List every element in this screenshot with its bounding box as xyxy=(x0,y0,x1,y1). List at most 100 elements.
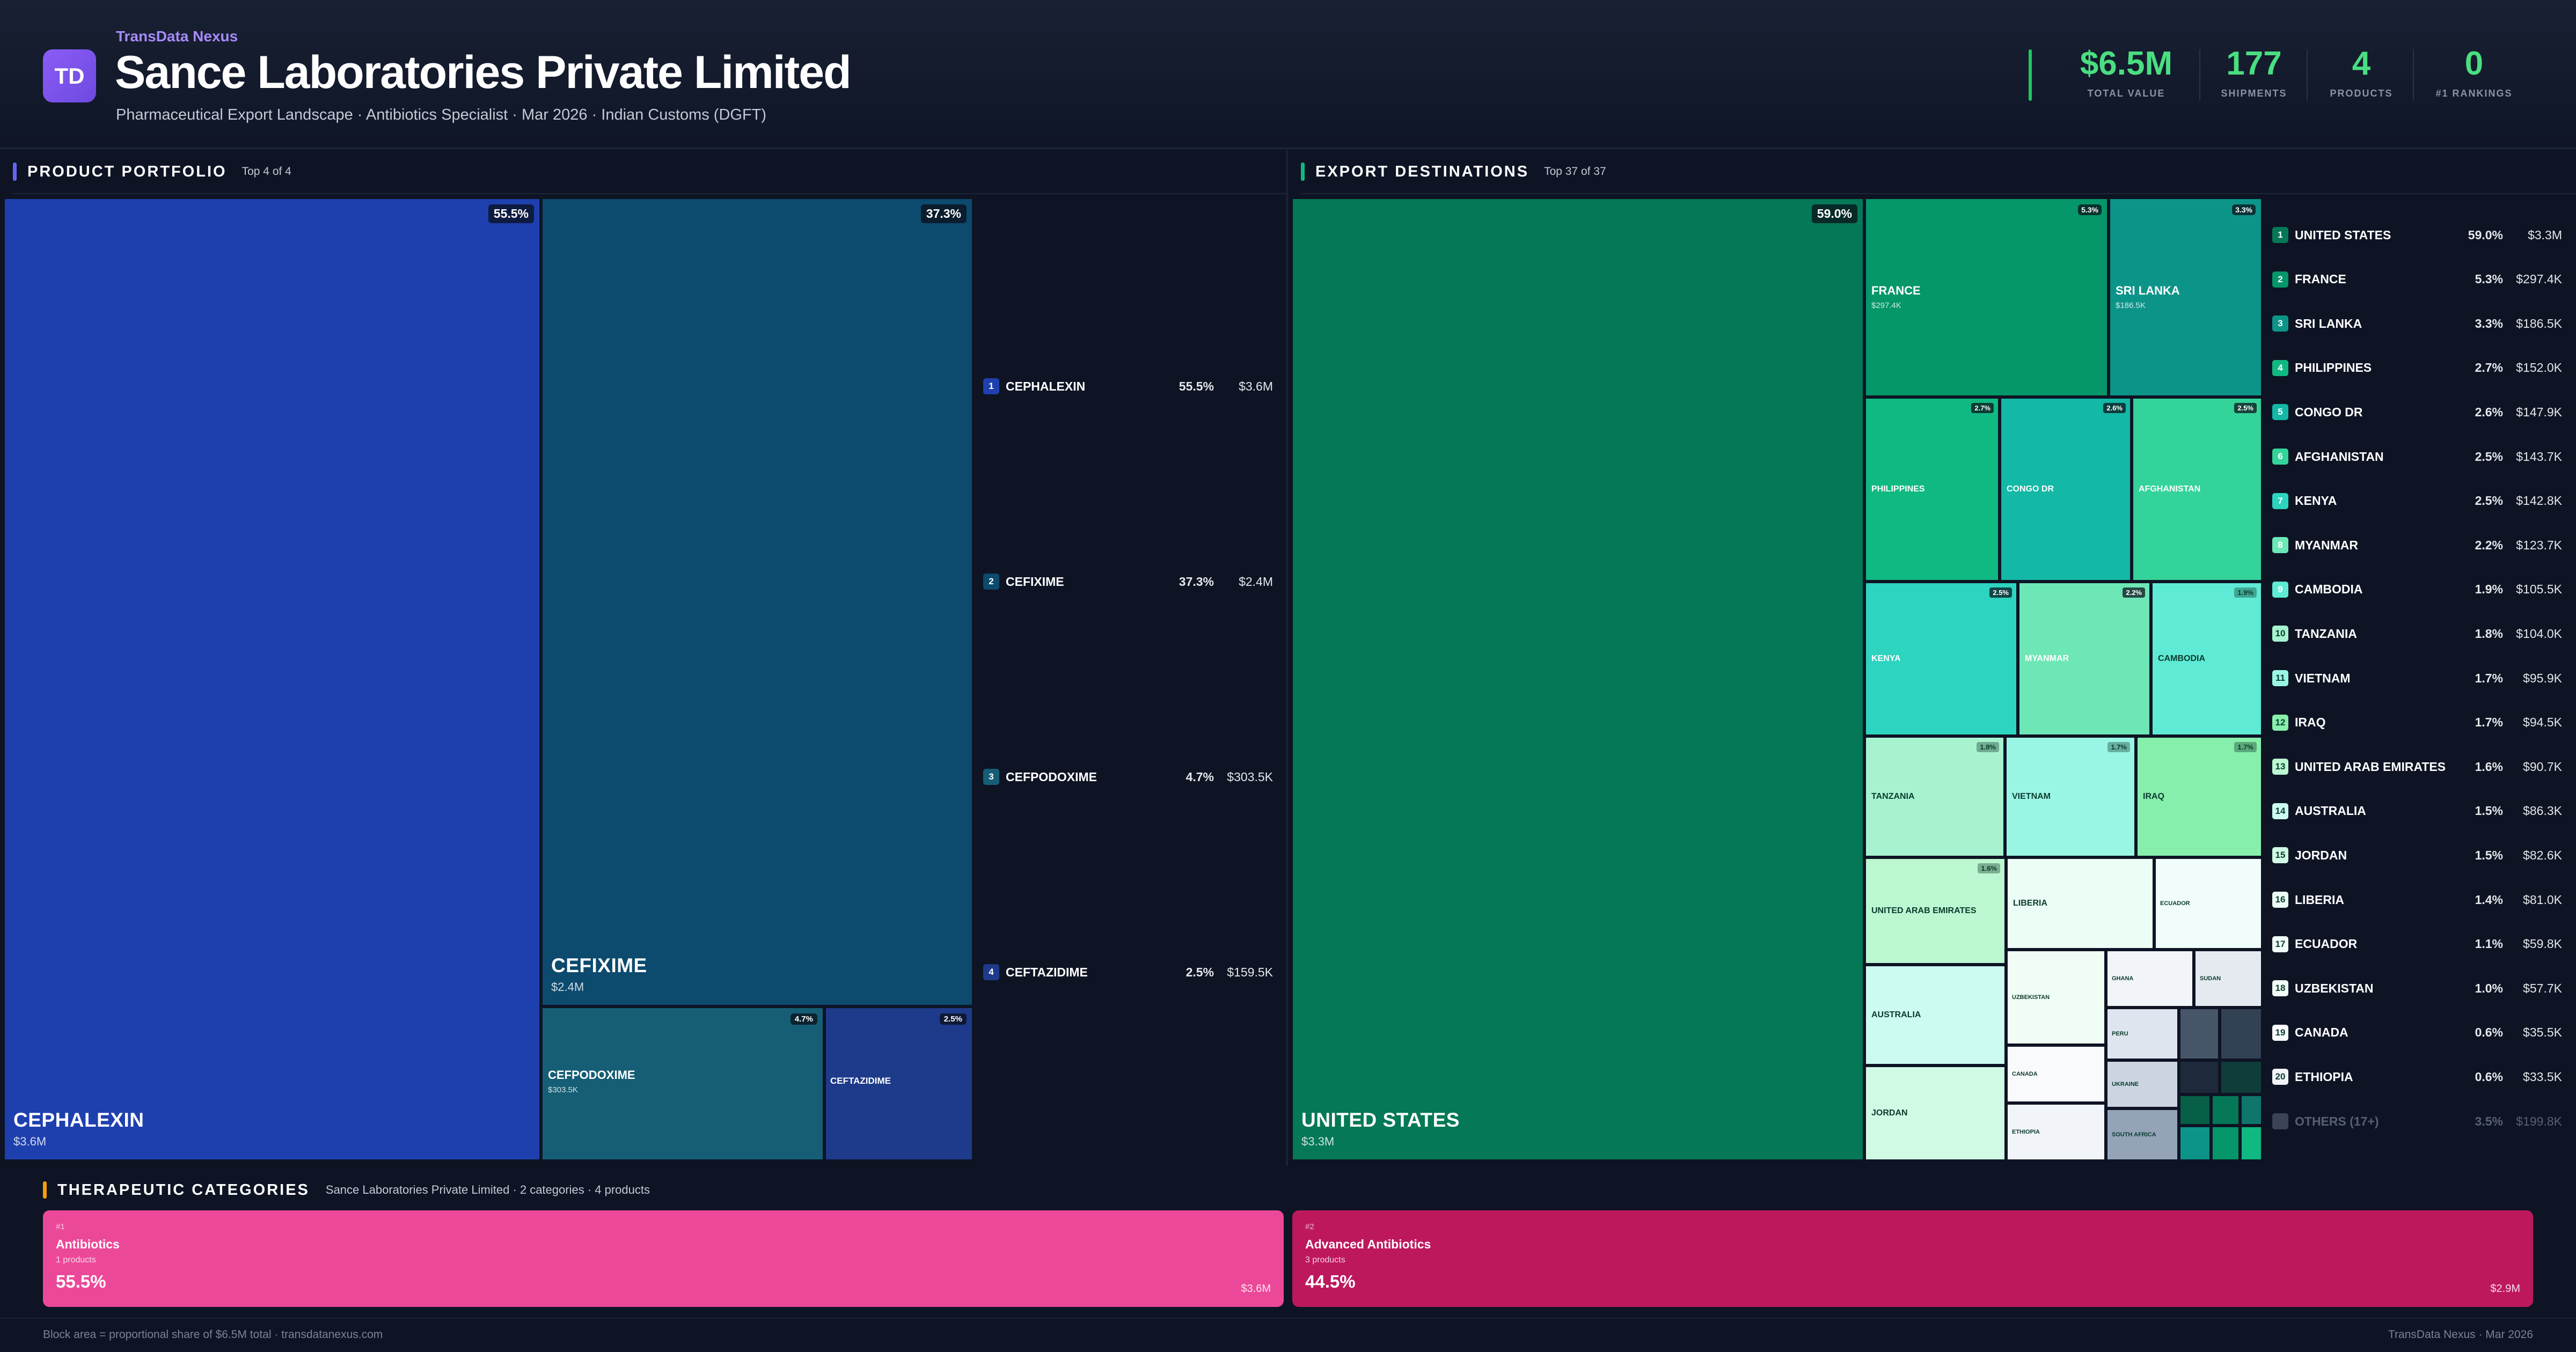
destination-rank-row[interactable]: 4 PHILIPPINES 2.7% $152.0K xyxy=(2272,357,2562,379)
dest-tile-other[interactable] xyxy=(2220,1060,2263,1094)
destination-rank-row[interactable]: 3 SRI LANKA 3.3% $186.5K xyxy=(2272,313,2562,334)
product-tile-cefpodoxime[interactable]: 4.7% CEFPODOXIME $303.5K xyxy=(541,1006,824,1161)
destination-rank-row[interactable]: 17 ECUADOR 1.1% $59.8K xyxy=(2272,934,2562,955)
destination-rank-row[interactable]: 5 CONGO DR 2.6% $147.9K xyxy=(2272,401,2562,423)
dest-tile-kenya[interactable]: 2.5% KENYA xyxy=(1864,582,2018,736)
kpi-label: SHIPMENTS xyxy=(2221,88,2287,99)
dest-tile-united-states[interactable]: 59.0% UNITED STATES $3.3M xyxy=(1291,197,1864,1161)
tile-name: MYANMAR xyxy=(2025,654,2069,663)
dest-tile-other[interactable] xyxy=(2179,1060,2220,1094)
rank-number: 3 xyxy=(2272,315,2288,332)
dest-tile-south-africa[interactable]: SOUTH AFRICA xyxy=(2106,1108,2179,1161)
destination-rank-row[interactable]: 9 CAMBODIA 1.9% $105.5K xyxy=(2272,579,2562,600)
dest-tile-myanmar[interactable]: 2.2% MYANMAR xyxy=(2018,582,2151,736)
dest-tile-ethiopia[interactable]: ETHIOPIA xyxy=(2006,1103,2106,1161)
tile-name: PHILIPPINES xyxy=(1871,484,1925,494)
destination-rank-row[interactable]: 14 AUSTRALIA 1.5% $86.3K xyxy=(2272,800,2562,822)
dest-tile-tanzania[interactable]: 1.8% TANZANIA xyxy=(1864,736,2005,857)
destination-rank-row[interactable]: 16 LIBERIA 1.4% $81.0K xyxy=(2272,889,2562,910)
tile-name: UKRAINE xyxy=(2112,1081,2139,1088)
rank-name: OTHERS (17+) xyxy=(2295,1114,2379,1128)
rank-value: $186.5K xyxy=(2516,316,2562,330)
category-card-advanced-antibiotics[interactable]: #2 Advanced Antibiotics 3 products 44.5%… xyxy=(1292,1210,2533,1307)
product-ranking-list: 1 CEPHALEXIN 55.5% $3.6M 2 CEFIXIME 37.3… xyxy=(983,0,1273,1073)
destination-rank-row[interactable]: 18 UZBEKISTAN 1.0% $57.7K xyxy=(2272,978,2562,999)
rank-value: $143.7K xyxy=(2516,449,2562,464)
dest-tile-ukraine[interactable]: UKRAINE xyxy=(2106,1060,2179,1108)
rank-value: $123.7K xyxy=(2516,538,2562,552)
category-count: 3 products xyxy=(1305,1255,1345,1265)
product-rank-row[interactable]: 2 CEFIXIME 37.3% $2.4M xyxy=(983,571,1273,592)
dest-tile-philippines[interactable]: 2.7% PHILIPPINES xyxy=(1864,397,2000,582)
category-value: $3.6M xyxy=(1241,1283,1271,1295)
destination-rank-row[interactable]: 1 UNITED STATES 59.0% $3.3M xyxy=(2272,224,2562,246)
dest-tile-cambodia[interactable]: 1.9% CAMBODIA xyxy=(2151,582,2263,736)
dest-tile-congo-dr[interactable]: 2.6% CONGO DR xyxy=(2000,397,2132,582)
destination-rank-row[interactable]: 7 KENYA 2.5% $142.8K xyxy=(2272,490,2562,512)
dest-tile-australia[interactable]: AUSTRALIA xyxy=(1864,965,2006,1066)
dest-tile-liberia[interactable]: LIBERIA xyxy=(2006,857,2154,950)
dest-tile-uzbekistan[interactable]: UZBEKISTAN xyxy=(2006,950,2106,1045)
dest-tile-jordan[interactable]: JORDAN xyxy=(1864,1066,2006,1161)
rank-name: ECUADOR xyxy=(2295,937,2358,951)
dest-tile-afghanistan[interactable]: 2.5% AFGHANISTAN xyxy=(2132,397,2263,582)
dest-tile-ecuador[interactable]: ECUADOR xyxy=(2154,857,2263,950)
rank-share: 55.5% xyxy=(1179,379,1214,393)
kpi-label: PRODUCTS xyxy=(2330,88,2393,99)
product-rank-row[interactable]: 1 CEPHALEXIN 55.5% $3.6M xyxy=(983,376,1273,397)
dest-tile-france[interactable]: 5.3% FRANCE $297.4K xyxy=(1864,197,2109,397)
dest-tile-sudan[interactable]: SUDAN xyxy=(2194,950,2263,1008)
rank-value: $95.9K xyxy=(2523,671,2562,685)
rank-share: 3.3% xyxy=(2475,316,2503,330)
destination-rank-row[interactable]: 10 TANZANIA 1.8% $104.0K xyxy=(2272,623,2562,644)
dest-tile-other[interactable] xyxy=(2220,1008,2263,1060)
product-rank-row[interactable]: 4 CEFTAZIDIME 2.5% $159.5K xyxy=(983,961,1273,983)
destination-rank-row[interactable]: 13 UNITED ARAB EMIRATES 1.6% $90.7K xyxy=(2272,756,2562,777)
share-badge: 1.7% xyxy=(2107,742,2130,752)
rank-name: IRAQ xyxy=(2295,715,2326,730)
destination-rank-row[interactable]: 12 IRAQ 1.7% $94.5K xyxy=(2272,712,2562,733)
destination-rank-row[interactable]: 8 MYANMAR 2.2% $123.7K xyxy=(2272,534,2562,556)
dest-tile-other[interactable] xyxy=(2240,1126,2263,1161)
rank-share: 0.6% xyxy=(2475,1025,2503,1040)
dest-tile-other[interactable] xyxy=(2211,1094,2240,1126)
dest-tile-other[interactable] xyxy=(2179,1126,2211,1161)
product-rank-row[interactable]: 3 CEFPODOXIME 4.7% $303.5K xyxy=(983,766,1273,788)
rank-share: 1.7% xyxy=(2475,671,2503,685)
dest-tile-other[interactable] xyxy=(2179,1094,2211,1126)
rank-name: UZBEKISTAN xyxy=(2295,981,2374,995)
destination-rank-row[interactable]: 19 CANADA 0.6% $35.5K xyxy=(2272,1022,2562,1044)
dest-tile-other[interactable] xyxy=(2211,1126,2240,1161)
destination-rank-row[interactable]: 2 FRANCE 5.3% $297.4K xyxy=(2272,269,2562,290)
dest-tile-ghana[interactable]: GHANA xyxy=(2106,950,2194,1008)
share-badge: 3.3% xyxy=(2232,204,2256,215)
product-tile-ceftazidime[interactable]: 2.5% CEFTAZIDIME xyxy=(824,1006,974,1161)
destination-rank-row[interactable]: 15 JORDAN 1.5% $82.6K xyxy=(2272,844,2562,866)
dest-tile-iraq[interactable]: 1.7% IRAQ xyxy=(2136,736,2263,857)
rank-name: CEFPODOXIME xyxy=(1006,769,1097,784)
tile-name: AFGHANISTAN xyxy=(2139,484,2201,494)
dest-tile-other[interactable] xyxy=(2179,1008,2220,1060)
rank-number: 4 xyxy=(2272,359,2288,376)
category-card-antibiotics[interactable]: #1 Antibiotics 1 products 55.5% $3.6M xyxy=(43,1210,1284,1307)
rank-value: $142.8K xyxy=(2516,494,2562,508)
rank-name: JORDAN xyxy=(2295,848,2347,862)
dest-tile-sri-lanka[interactable]: 3.3% SRI LANKA $186.5K xyxy=(2109,197,2263,397)
share-badge: 2.5% xyxy=(939,1013,967,1025)
destination-rank-row[interactable]: 6 AFGHANISTAN 2.5% $143.7K xyxy=(2272,446,2562,467)
destination-rank-row[interactable]: OTHERS (17+) 3.5% $199.8K xyxy=(2272,1111,2562,1132)
dest-tile-vietnam[interactable]: 1.7% VIETNAM xyxy=(2005,736,2136,857)
dest-tile-canada[interactable]: CANADA xyxy=(2006,1045,2106,1103)
destination-rank-row[interactable]: 20 ETHIOPIA 0.6% $33.5K xyxy=(2272,1066,2562,1088)
rank-value: $94.5K xyxy=(2523,715,2562,730)
kpi-divider xyxy=(2307,49,2308,101)
rank-name: CEFTAZIDIME xyxy=(1006,965,1088,979)
dest-tile-peru[interactable]: PERU xyxy=(2106,1008,2179,1060)
destination-rank-row[interactable]: 11 VIETNAM 1.7% $95.9K xyxy=(2272,667,2562,689)
product-tile-cefixime[interactable]: 37.3% CEFIXIME $2.4M xyxy=(541,197,974,1006)
product-tile-cephalexin[interactable]: 55.5% CEPHALEXIN $3.6M xyxy=(3,197,541,1161)
rank-name: KENYA xyxy=(2295,494,2337,508)
section-title: PRODUCT PORTFOLIO xyxy=(27,163,227,180)
dest-tile-other[interactable] xyxy=(2240,1094,2263,1126)
dest-tile-uae[interactable]: 1.6% UNITED ARAB EMIRATES xyxy=(1864,857,2006,965)
